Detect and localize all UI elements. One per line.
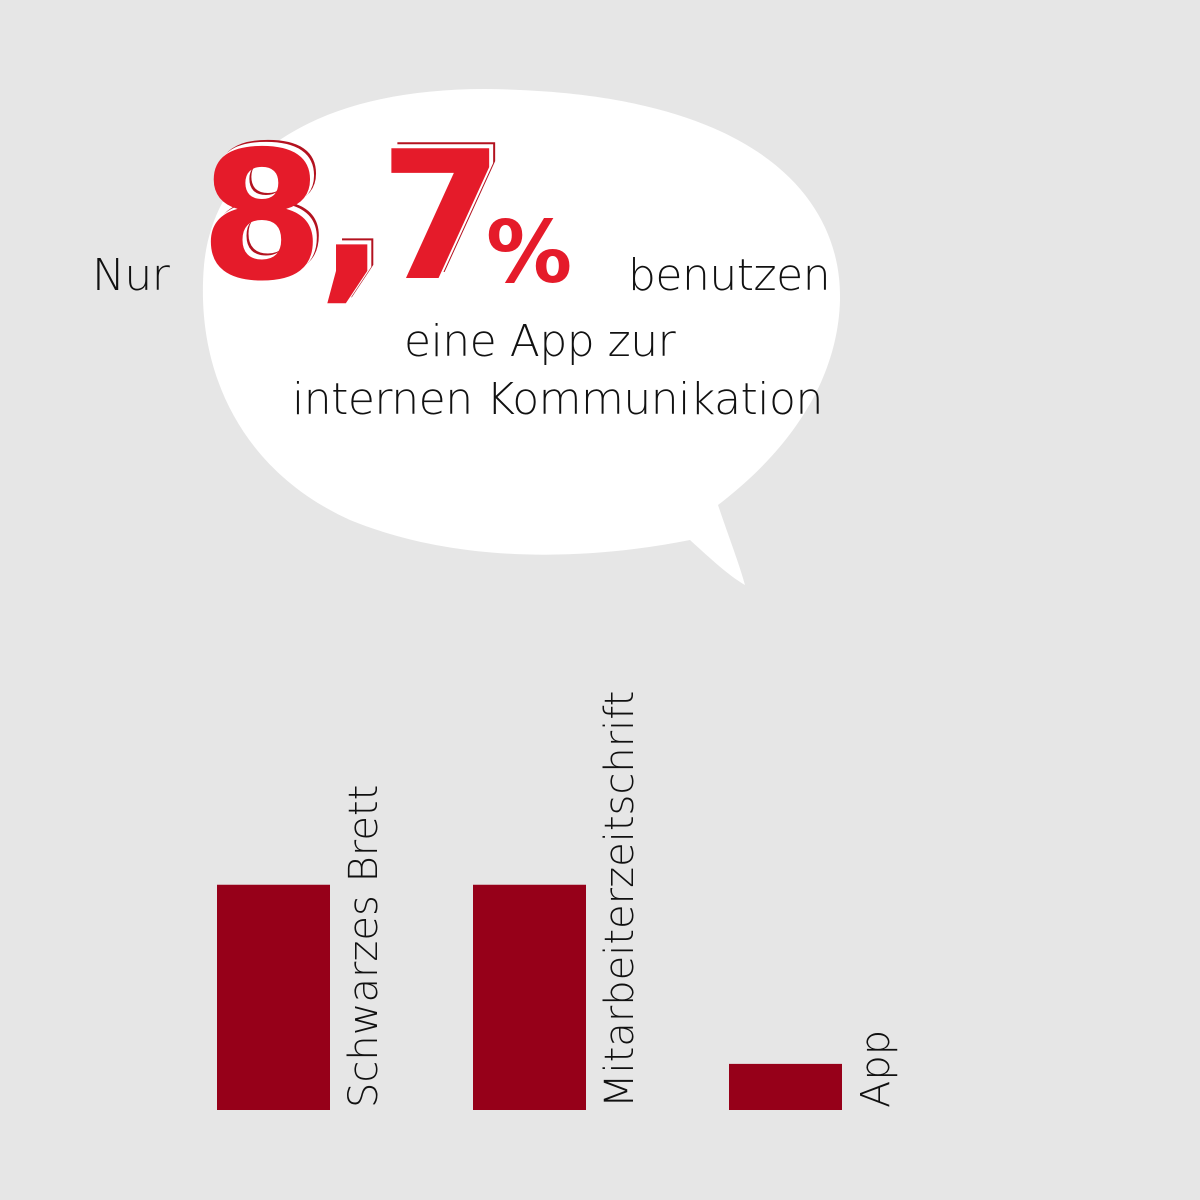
bar-label-1: Mitarbeiterzeitschrift — [597, 691, 643, 1108]
headline-suffix: benutzen — [628, 250, 831, 301]
bar-1 — [473, 884, 586, 1110]
headline-line-3: internen Kommunikation — [292, 374, 823, 425]
bar-0 — [217, 884, 330, 1110]
bar-2 — [729, 1063, 842, 1110]
bar-label-2: App — [853, 1030, 899, 1108]
headline-line-2: eine App zur — [404, 316, 676, 367]
bar-label-0: Schwarzes Brett — [341, 785, 387, 1108]
speech-bubble-shape — [202, 89, 841, 585]
headline-prefix: Nur — [92, 250, 170, 301]
headline-percent-sign: % — [486, 203, 573, 303]
headline-number: 8,7 — [200, 113, 503, 320]
